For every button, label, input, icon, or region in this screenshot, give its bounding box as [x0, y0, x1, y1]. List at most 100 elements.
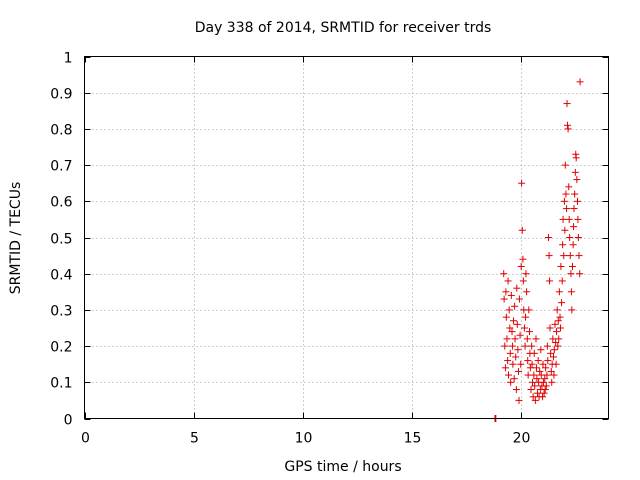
data-point: [517, 360, 525, 368]
data-point: [543, 371, 551, 379]
data-point: [502, 313, 510, 321]
data-point: [561, 161, 569, 169]
data-point: [512, 386, 520, 394]
data-point: [532, 364, 540, 372]
data-point: [545, 252, 553, 260]
x-tick-label: 20: [513, 431, 531, 447]
data-point: [567, 270, 575, 278]
data-point: [517, 262, 525, 270]
y-tick-label: 0.3: [50, 304, 72, 320]
data-point: [505, 306, 513, 314]
data-point: [540, 389, 548, 397]
data-point: [511, 335, 519, 343]
y-tick-label: 0.8: [50, 123, 72, 139]
data-point: [546, 277, 554, 285]
data-point: [550, 371, 558, 379]
data-point: [547, 349, 555, 357]
data-point: [531, 396, 539, 404]
data-point: [507, 378, 515, 386]
data-point: [523, 288, 531, 296]
data-point: [575, 252, 583, 260]
data-point: [513, 284, 521, 292]
data-point: [501, 342, 509, 350]
data-point: [544, 234, 552, 241]
data-point: [574, 234, 582, 241]
data-point: [544, 357, 552, 365]
data-point: [515, 396, 523, 404]
data-point: [567, 288, 575, 296]
data-point: [525, 328, 533, 336]
data-point: [564, 125, 572, 133]
data-point: [563, 100, 571, 108]
data-point: [541, 375, 549, 383]
data-point: [549, 353, 557, 361]
data-point: [570, 205, 578, 213]
data-point: [553, 306, 561, 314]
data-point: [551, 320, 559, 328]
data-point: [504, 357, 512, 365]
data-point: [552, 360, 560, 368]
data-point: [558, 299, 566, 307]
data-point: [566, 234, 574, 241]
y-tick-label: 0: [64, 413, 73, 429]
plot-area-frame: [84, 56, 609, 419]
data-point: [529, 378, 537, 386]
data-point: [555, 335, 563, 343]
data-point: [539, 378, 547, 386]
data-point: [559, 241, 567, 249]
data-point: [504, 277, 512, 285]
data-point: [520, 324, 528, 332]
data-point: [563, 205, 571, 213]
data-point: [573, 176, 581, 184]
data-point: [516, 331, 524, 339]
data-point: [528, 342, 536, 350]
data-point: [521, 342, 529, 350]
data-point: [537, 346, 545, 354]
y-tick-label: 0.4: [50, 268, 72, 284]
data-point: [550, 346, 558, 354]
data-point: [539, 360, 547, 368]
data-point: [555, 288, 563, 296]
x-tick-label: 0: [81, 431, 90, 447]
data-point: [506, 349, 514, 357]
data-point: [573, 197, 581, 205]
data-point: [548, 378, 556, 386]
x-tick-label: 10: [295, 431, 313, 447]
data-point: [503, 335, 511, 343]
data-point: [532, 335, 540, 343]
data-point: [568, 262, 576, 270]
data-point: [576, 270, 584, 278]
data-point: [554, 342, 562, 350]
data-point: [546, 324, 554, 332]
y-tick-label: 0.1: [50, 376, 72, 392]
data-point: [552, 338, 560, 346]
data-point: [523, 335, 531, 343]
data-point: [576, 78, 584, 86]
data-point: [515, 295, 523, 303]
data-point: [539, 393, 547, 401]
grid-lines: [84, 56, 609, 419]
data-points: [491, 78, 584, 422]
data-point: [501, 364, 509, 372]
data-point: [568, 306, 576, 314]
data-point: [506, 324, 514, 332]
y-tick-label: 1: [64, 51, 73, 67]
data-point: [515, 367, 523, 375]
data-point: [511, 302, 519, 310]
x-tick-label: 15: [404, 431, 422, 447]
x-tick-label: 5: [190, 431, 199, 447]
data-point: [500, 270, 508, 278]
data-point: [527, 386, 535, 394]
y-tick-label: 0.5: [50, 232, 72, 248]
data-point: [559, 215, 567, 223]
y-tick-label: 0.9: [50, 87, 72, 103]
data-point: [500, 295, 508, 303]
data-point: [557, 262, 565, 270]
data-point: [574, 215, 582, 223]
axis-ticks: [84, 56, 609, 420]
data-point: [563, 121, 571, 129]
data-point: [571, 190, 579, 198]
data-point: [533, 375, 541, 383]
tick-labels: 0 5 10 15 20 0 0.1 0.2 0.3 0.4 0.5 0.6 0.7 0.8 0.9 1: [50, 51, 530, 447]
